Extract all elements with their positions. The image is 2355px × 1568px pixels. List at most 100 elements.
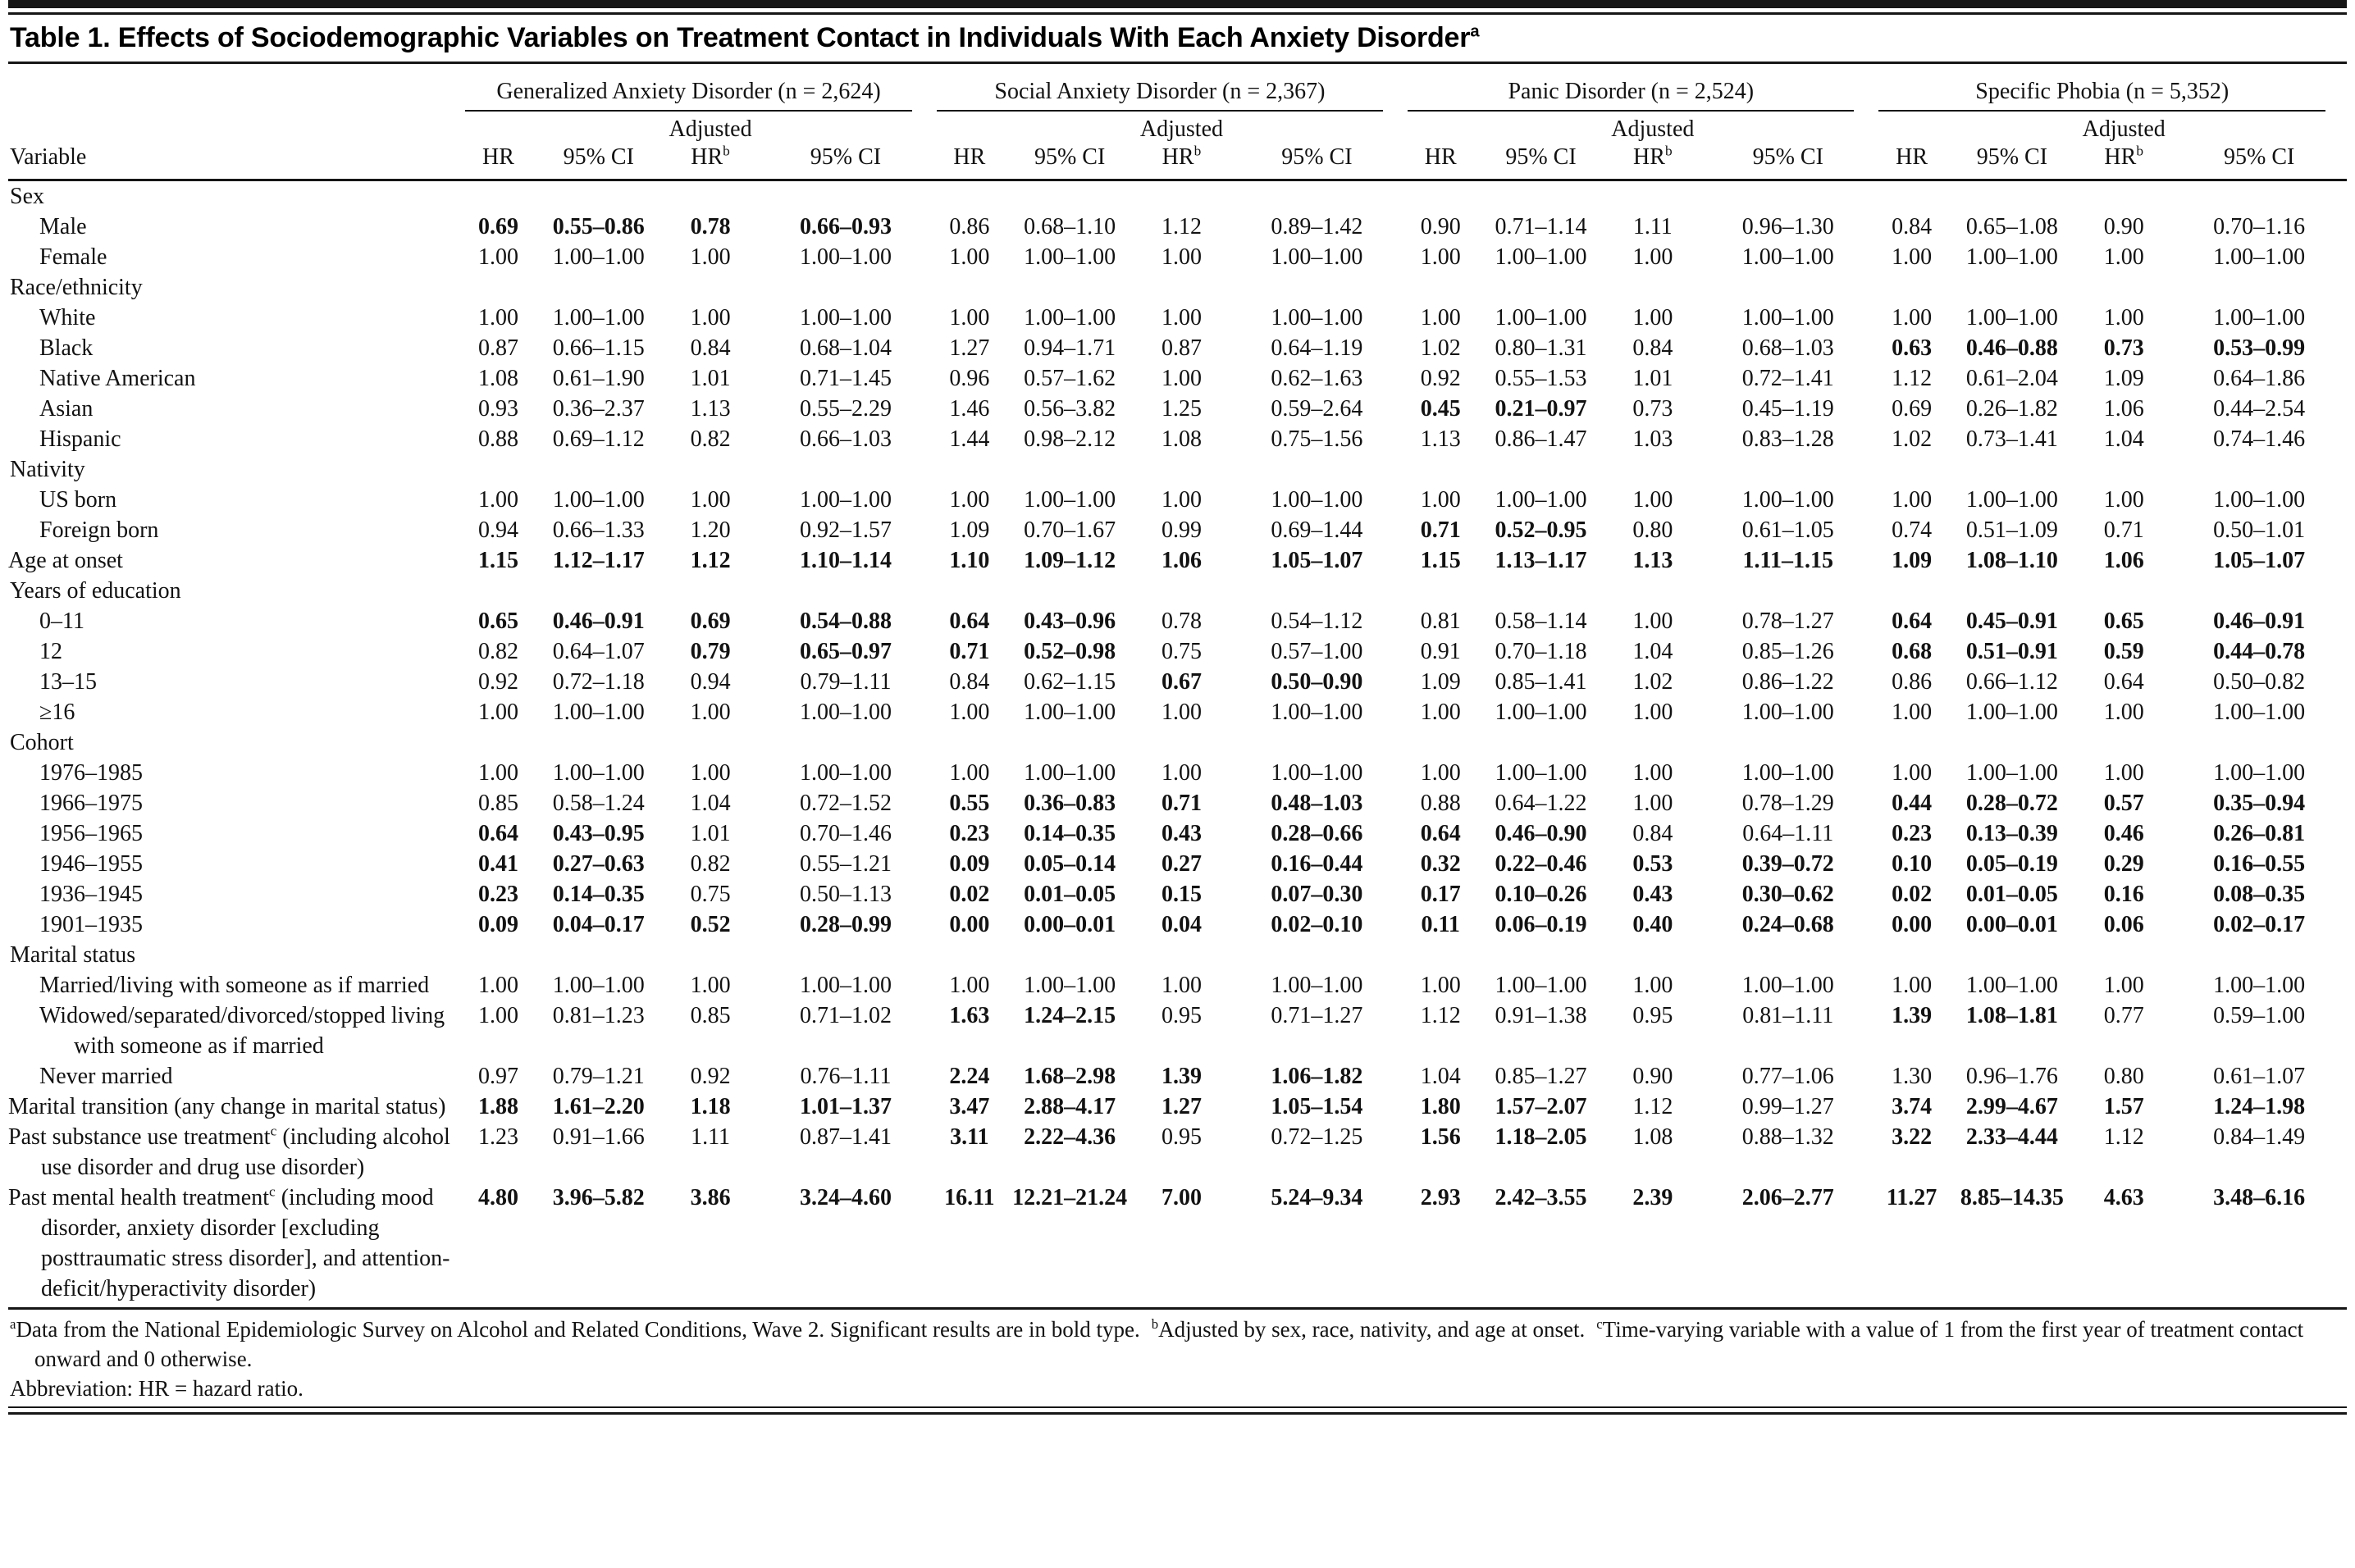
table-row: ≥16 1.00 1.00–1.00 1.00 1.00–1.00 1.00 1.00–1.… xyxy=(8,697,2347,727)
column-header: 95% CI xyxy=(1476,143,1605,181)
cell-hr: 0.43 xyxy=(1161,821,1202,846)
cell-hr: 1.00 xyxy=(477,244,518,270)
cell-hr: 1.11 xyxy=(1632,214,1673,239)
cell-ci: 1.00–1.00 xyxy=(552,760,645,786)
row-label: 1946–1955 xyxy=(39,851,143,877)
cell-ci: 1.00–1.00 xyxy=(799,760,892,786)
cell-ci: 0.36–2.37 xyxy=(552,396,645,422)
table-row: 13–15 0.92 0.72–1.18 0.94 0.79–1.11 0.84 0.62–… xyxy=(8,667,2347,697)
cell-hr: 1.09 xyxy=(2103,366,2144,391)
cell-hr: 0.90 xyxy=(1420,214,1461,239)
cell-hr: 2.39 xyxy=(1632,1185,1673,1210)
table-body: Sex Male 0.69 0.55–0.86 0.78 0.66–0.93 0.86 0.6… xyxy=(8,180,2347,1305)
cell-hr: 1.39 xyxy=(1892,1003,1933,1028)
cell-ci: 1.00–1.00 xyxy=(552,700,645,725)
cell-hr: 1.13 xyxy=(1632,548,1673,573)
cell-hr: 1.12 xyxy=(1632,1094,1673,1119)
cell-ci: 0.72–1.18 xyxy=(552,669,645,695)
cell-hr: 0.77 xyxy=(2103,1003,2144,1028)
cell-ci: 1.00–1.00 xyxy=(2213,305,2306,330)
row-label: Marital transition (any change in marita… xyxy=(8,1094,446,1119)
cell-hr: 0.23 xyxy=(477,882,518,907)
cell-hr: 1.00 xyxy=(1892,305,1933,330)
group-header: Panic Disorder (n = 2,524) xyxy=(1404,66,1875,112)
column-header: HR xyxy=(462,143,535,181)
cell-ci: 1.00–1.00 xyxy=(2213,700,2306,725)
table-row: 0–11 0.65 0.46–0.91 0.69 0.54–0.88 0.64 0.43–0… xyxy=(8,606,2347,636)
cell-ci: 1.11–1.15 xyxy=(1742,548,1833,573)
section-label: Nativity xyxy=(10,457,85,482)
cell-hr: 0.84 xyxy=(1632,335,1673,361)
footnote-note: bAdjusted by sex, race, nativity, and ag… xyxy=(1151,1316,1586,1342)
cell-hr: 0.80 xyxy=(2103,1064,2144,1089)
cell-ci: 1.00–1.00 xyxy=(1271,973,1363,998)
cell-ci: 1.10–1.14 xyxy=(799,548,892,573)
variable-column-header: Variable xyxy=(8,66,463,181)
cell-hr: 0.64 xyxy=(949,609,990,634)
cell-hr: 1.00 xyxy=(1420,760,1461,786)
footnote-text: Adjusted by sex, race, nativity, and age… xyxy=(1158,1317,1586,1342)
cell-hr: 1.30 xyxy=(1892,1064,1933,1089)
cell-ci: 0.83–1.28 xyxy=(1741,426,1834,452)
cell-hr: 1.25 xyxy=(1161,396,1202,422)
header-spacer xyxy=(1404,112,1605,143)
cell-hr: 0.67 xyxy=(1161,669,1202,695)
cell-ci: 1.00–1.00 xyxy=(1271,760,1363,786)
cell-ci: 1.00–1.00 xyxy=(552,487,645,513)
cell-hr: 0.45 xyxy=(1420,396,1461,422)
cell-hr: 1.00 xyxy=(1892,760,1933,786)
cell-ci: 1.05–1.07 xyxy=(1271,548,1363,573)
cell-hr: 0.85 xyxy=(690,1003,731,1028)
cell-ci: 0.72–1.52 xyxy=(799,791,892,816)
cell-hr: 0.80 xyxy=(1632,517,1673,543)
section-row: Marital status xyxy=(8,940,2347,970)
cell-hr: 1.15 xyxy=(1420,548,1461,573)
title-rule xyxy=(8,62,2347,64)
cell-ci: 1.08–1.81 xyxy=(1965,1003,2058,1028)
row-label: Male xyxy=(39,214,87,239)
cell-hr: 1.63 xyxy=(949,1003,990,1028)
cell-ci: 12.21–21.24 xyxy=(1012,1185,1128,1210)
cell-ci: 1.00–1.00 xyxy=(1024,305,1116,330)
cell-hr: 0.55 xyxy=(949,791,990,816)
cell-ci: 0.61–1.07 xyxy=(2213,1064,2306,1089)
cell-ci: 0.94–1.71 xyxy=(1024,335,1116,361)
cell-ci: 0.58–1.14 xyxy=(1495,609,1587,634)
cell-ci: 0.68–1.03 xyxy=(1741,335,1834,361)
table-row: 1956–1965 0.64 0.43–0.95 1.01 0.70–1.46 0.23 0… xyxy=(8,818,2347,849)
cell-hr: 0.57 xyxy=(2103,791,2144,816)
cell-hr: 0.86 xyxy=(949,214,990,239)
row-label: Hispanic xyxy=(39,426,121,452)
cell-ci: 1.09–1.12 xyxy=(1024,548,1116,573)
cell-ci: 0.57–1.62 xyxy=(1024,366,1116,391)
cell-ci: 0.16–0.55 xyxy=(2213,851,2306,877)
cell-hr: 1.00 xyxy=(1161,973,1202,998)
cell-ci: 1.00–1.00 xyxy=(1271,244,1363,270)
section-row: Race/ethnicity xyxy=(8,272,2347,303)
cell-hr: 0.46 xyxy=(2103,821,2144,846)
cell-hr: 1.00 xyxy=(1161,760,1202,786)
cell-hr: 1.00 xyxy=(949,973,990,998)
adjusted-label: Adjusted xyxy=(2082,116,2166,142)
group-header-label: Social Anxiety Disorder (n = 2,367) xyxy=(936,77,1384,112)
cell-ci: 1.00–1.00 xyxy=(1965,700,2058,725)
footnote-text: Time-varying variable with a value of 1 … xyxy=(34,1317,2304,1371)
cell-ci: 0.45–1.19 xyxy=(1741,396,1834,422)
cell-ci: 0.74–1.46 xyxy=(2213,426,2306,452)
cell-hr: 1.00 xyxy=(690,244,731,270)
abbreviation-line: Abbreviation: HR = hazard ratio. xyxy=(10,1376,304,1401)
row-label: ≥16 xyxy=(39,700,75,725)
table-row: 1936–1945 0.23 0.14–0.35 0.75 0.50–1.13 0.02 0… xyxy=(8,879,2347,909)
cell-ci: 2.06–2.77 xyxy=(1741,1185,1834,1210)
cell-ci: 0.08–0.35 xyxy=(2213,882,2306,907)
cell-hr: 0.40 xyxy=(1632,912,1673,937)
column-header: 95% CI xyxy=(534,143,663,181)
cell-hr: 1.00 xyxy=(1632,700,1673,725)
cell-hr: 1.00 xyxy=(2103,244,2144,270)
cell-ci: 0.02–0.17 xyxy=(2213,912,2306,937)
cell-hr: 0.00 xyxy=(1892,912,1933,937)
cell-ci: 0.70–1.67 xyxy=(1024,517,1116,543)
cell-hr: 0.71 xyxy=(1420,517,1461,543)
group-header-label: Generalized Anxiety Disorder (n = 2,624) xyxy=(465,77,912,112)
cell-ci: 0.68–1.10 xyxy=(1024,214,1116,239)
